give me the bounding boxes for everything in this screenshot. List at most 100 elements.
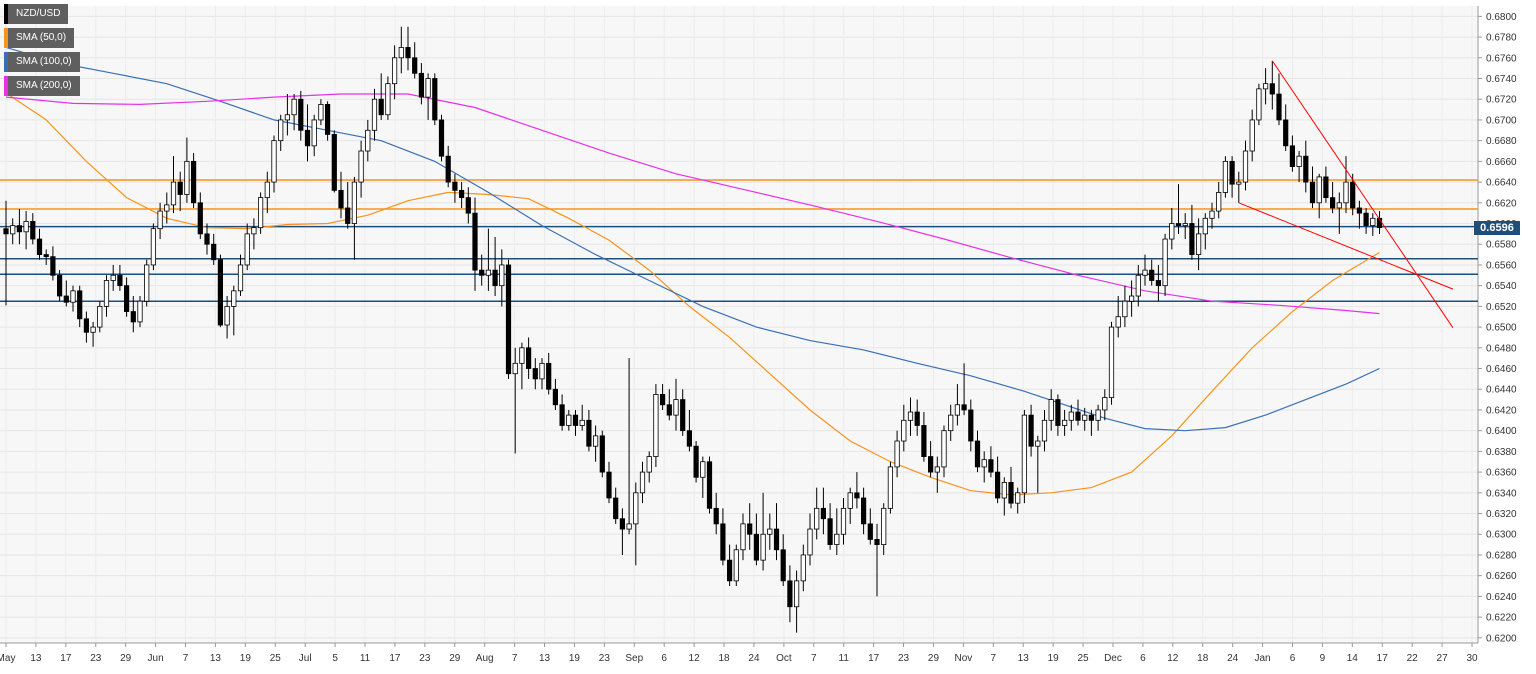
legend-swatch xyxy=(4,28,8,48)
candle-body xyxy=(673,399,679,416)
candle-body xyxy=(197,202,203,235)
candle-body xyxy=(1236,181,1242,185)
y-tick-label: 0.6680 xyxy=(1486,136,1517,147)
plot-background xyxy=(0,6,1478,643)
candle-body xyxy=(720,523,726,561)
legend-item-price[interactable]: NZD/USD xyxy=(4,4,69,24)
candle-body xyxy=(331,134,337,191)
candle-body xyxy=(753,533,760,561)
candle-body xyxy=(452,181,458,191)
candle-body xyxy=(1343,181,1349,204)
x-tick-label: 22 xyxy=(1407,653,1419,664)
candle-body xyxy=(1309,181,1316,204)
candle-body xyxy=(23,221,29,233)
candle-body xyxy=(499,264,505,287)
candle-body xyxy=(981,459,987,468)
candle-body xyxy=(77,290,83,320)
candle-body xyxy=(1222,160,1228,193)
candle-body xyxy=(1142,269,1148,276)
y-tick-label: 0.6560 xyxy=(1486,260,1517,271)
candle-body xyxy=(1242,150,1249,183)
candle-body xyxy=(928,456,934,473)
candle-body xyxy=(298,98,304,131)
candle-body xyxy=(1316,176,1322,204)
candle-body xyxy=(988,459,994,473)
candle-body xyxy=(304,129,311,147)
x-tick-label: 27 xyxy=(1437,653,1449,664)
legend: NZD/USD SMA (50,0) SMA (100,0) SMA (200,… xyxy=(4,4,80,100)
candle-body xyxy=(1283,119,1289,147)
candle-body xyxy=(773,528,780,551)
candle-body xyxy=(144,264,150,302)
x-tick-label: Dec xyxy=(1104,653,1122,664)
candle-body xyxy=(251,227,257,235)
trendline xyxy=(1238,202,1454,290)
candle-body xyxy=(204,233,210,245)
y-tick-label: 0.6500 xyxy=(1486,323,1517,334)
candle-body xyxy=(887,466,894,509)
candle-body xyxy=(103,280,110,307)
candle-body xyxy=(800,554,806,582)
candle-body xyxy=(1263,83,1269,90)
candle-body xyxy=(760,533,766,561)
candle-body xyxy=(1082,414,1088,421)
candle-body xyxy=(43,254,49,258)
legend-label: SMA (200,0) xyxy=(16,80,72,91)
candle-body xyxy=(1330,197,1336,209)
candle-body xyxy=(519,347,525,364)
candle-body xyxy=(231,290,237,307)
candle-body xyxy=(36,238,43,255)
legend-item-sma100[interactable]: SMA (100,0) xyxy=(4,52,80,72)
candle-body xyxy=(1055,399,1061,426)
legend-swatch xyxy=(4,52,8,72)
candle-body xyxy=(445,155,451,183)
candle-body xyxy=(526,347,532,369)
y-tick-label: 0.6360 xyxy=(1486,468,1517,479)
candle-body xyxy=(371,98,378,131)
candle-body xyxy=(1303,155,1309,183)
candle-body xyxy=(70,290,76,303)
candle-body xyxy=(579,419,585,426)
candle-body xyxy=(391,57,398,85)
candle-body xyxy=(934,466,940,473)
candle-body xyxy=(485,269,492,276)
candle-body xyxy=(1350,181,1356,209)
candle-body xyxy=(693,445,699,478)
candle-body xyxy=(1075,411,1081,421)
x-tick-label: 7 xyxy=(991,653,997,664)
candle-body xyxy=(566,414,572,426)
candle-body xyxy=(666,404,672,416)
candle-body xyxy=(941,430,947,468)
legend-item-sma50[interactable]: SMA (50,0) xyxy=(4,28,75,48)
candle-body xyxy=(291,98,297,116)
x-tick-label: 24 xyxy=(748,653,760,664)
y-tick-label: 0.6480 xyxy=(1486,343,1517,354)
candle-body xyxy=(1182,223,1188,226)
x-tick-label: 13 xyxy=(1018,653,1030,664)
y-tick-label: 0.6320 xyxy=(1486,509,1517,520)
y-tick-label: 0.6620 xyxy=(1486,198,1517,209)
candle-body xyxy=(1202,217,1208,235)
candle-body xyxy=(1336,202,1342,209)
legend-item-sma200[interactable]: SMA (200,0) xyxy=(4,76,80,96)
candle-body xyxy=(733,549,739,582)
y-tick-label: 0.6440 xyxy=(1486,385,1517,396)
candle-body xyxy=(164,204,170,212)
x-tick-label: 25 xyxy=(1077,653,1089,664)
x-tick-label: 13 xyxy=(210,653,222,664)
x-tick-label: 12 xyxy=(1167,653,1179,664)
candle-body xyxy=(767,528,773,535)
candle-body xyxy=(237,264,244,292)
candle-body xyxy=(854,492,860,499)
candle-body xyxy=(814,507,820,530)
y-tick-label: 0.6580 xyxy=(1486,240,1517,251)
candle-body xyxy=(948,414,954,432)
candle-body xyxy=(968,409,974,442)
candle-body xyxy=(177,181,183,195)
legend-swatch xyxy=(4,76,8,96)
candle-body xyxy=(1115,316,1121,328)
candle-body xyxy=(820,507,827,520)
candle-body xyxy=(405,47,411,59)
x-tick-label: 23 xyxy=(419,653,431,664)
